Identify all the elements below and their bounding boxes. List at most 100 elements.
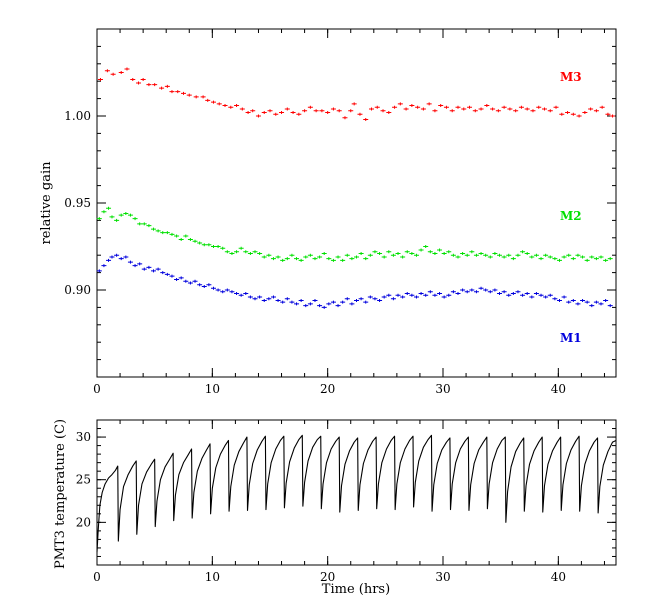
data-point-m1 (450, 290, 456, 294)
data-point-m1 (243, 291, 249, 295)
data-point-m1 (146, 265, 152, 269)
data-point-m1 (114, 253, 120, 257)
gain-x-tick-label: 40 (551, 382, 566, 396)
data-point-m3 (541, 107, 547, 111)
data-point-m2 (520, 250, 526, 254)
data-point-m2 (473, 253, 479, 257)
data-point-m2 (515, 253, 521, 257)
data-point-m3 (443, 105, 449, 109)
data-point-m2 (390, 253, 396, 257)
data-point-m2 (307, 253, 313, 257)
data-point-m2 (400, 255, 406, 259)
data-point-m1 (552, 297, 558, 301)
gain-x-tick-label: 30 (435, 382, 450, 396)
data-point-m1 (96, 269, 102, 273)
temperature-y-ticks: 20 25 30 (76, 419, 616, 566)
data-point-m1 (556, 298, 562, 302)
data-point-m2 (294, 257, 300, 261)
data-point-m3 (124, 67, 130, 71)
data-point-m3 (140, 77, 146, 81)
data-point-m3 (267, 109, 273, 113)
gain-y-axis-label: relative gain (39, 161, 54, 245)
data-point-m1 (455, 291, 461, 295)
temperature-x-tick-label: 40 (551, 570, 566, 584)
data-point-m2 (243, 250, 249, 254)
data-point-m3 (507, 107, 513, 111)
data-point-m2 (580, 255, 586, 259)
data-point-m2 (524, 251, 530, 255)
data-point-m1 (381, 295, 387, 299)
data-point-m2 (321, 251, 327, 255)
data-point-m3 (610, 114, 616, 118)
data-point-m3 (530, 109, 536, 113)
data-point-m3 (472, 109, 478, 113)
data-point-m2 (547, 255, 553, 259)
data-point-m1 (372, 297, 378, 301)
data-point-m1 (252, 297, 258, 301)
data-point-m1 (298, 298, 304, 302)
data-point-m2 (510, 257, 516, 261)
data-point-m1 (529, 295, 535, 299)
data-point-m1 (354, 298, 359, 302)
data-point-m3 (570, 112, 576, 116)
data-point-m3 (403, 107, 409, 111)
data-point-m3 (495, 109, 501, 113)
data-point-m3 (368, 107, 374, 111)
data-point-m3 (239, 107, 245, 111)
data-point-m2 (354, 255, 359, 259)
data-point-m2 (418, 248, 424, 252)
data-point-m1 (566, 300, 572, 304)
data-point-m2 (257, 251, 263, 255)
data-point-m2 (270, 257, 276, 261)
data-point-m1 (178, 276, 184, 280)
temperature-y-tick-label: 25 (76, 473, 91, 487)
data-point-m2 (349, 257, 355, 261)
series-label-m2: M2 (560, 209, 582, 223)
data-point-m3 (397, 102, 403, 106)
data-point-m3 (565, 111, 571, 115)
data-point-m1 (506, 293, 512, 297)
data-point-m3 (169, 90, 175, 94)
data-point-m1 (303, 304, 309, 308)
data-point-m3 (593, 109, 599, 113)
data-point-m3 (175, 90, 181, 94)
data-point-m2 (335, 255, 341, 259)
data-point-m1 (151, 269, 157, 273)
data-point-m2 (234, 250, 240, 254)
data-point-m2 (423, 245, 429, 248)
data-point-m2 (289, 253, 295, 257)
data-point-m1 (312, 298, 318, 302)
temperature-y-axis-label: PMT3 temperature (C) (53, 419, 68, 569)
data-point-m2 (118, 213, 124, 217)
data-point-m1 (483, 288, 489, 292)
data-point-m2 (460, 251, 466, 255)
data-point-m1 (460, 288, 466, 292)
data-point-m2 (266, 253, 272, 257)
data-point-m2 (160, 231, 166, 235)
data-point-m2 (464, 253, 470, 257)
data-point-m1 (386, 293, 392, 297)
data-point-m2 (358, 251, 364, 255)
temperature-y-tick-label: 20 (76, 515, 91, 529)
data-point-m2 (114, 218, 120, 222)
data-point-m2 (598, 255, 604, 259)
data-point-m2 (589, 255, 595, 259)
data-point-m3 (279, 111, 285, 115)
data-point-m1 (187, 281, 193, 285)
data-point-m2 (575, 253, 581, 257)
temperature-x-ticks: 0 10 20 30 40 (93, 420, 605, 584)
data-point-m3 (484, 104, 490, 108)
data-point-m3 (186, 93, 192, 97)
data-point-m3 (582, 111, 588, 115)
data-point-m1 (418, 291, 424, 295)
data-point-m1 (473, 290, 479, 294)
data-point-m1 (280, 300, 286, 304)
data-point-m2 (229, 251, 235, 255)
data-point-m3 (193, 95, 199, 99)
gain-plot-frame (96, 28, 617, 378)
data-point-m3 (432, 109, 438, 113)
data-point-m2 (326, 257, 332, 261)
data-point-m1 (270, 295, 276, 299)
temperature-x-tick-label: 20 (320, 570, 335, 584)
data-point-m1 (206, 283, 212, 287)
